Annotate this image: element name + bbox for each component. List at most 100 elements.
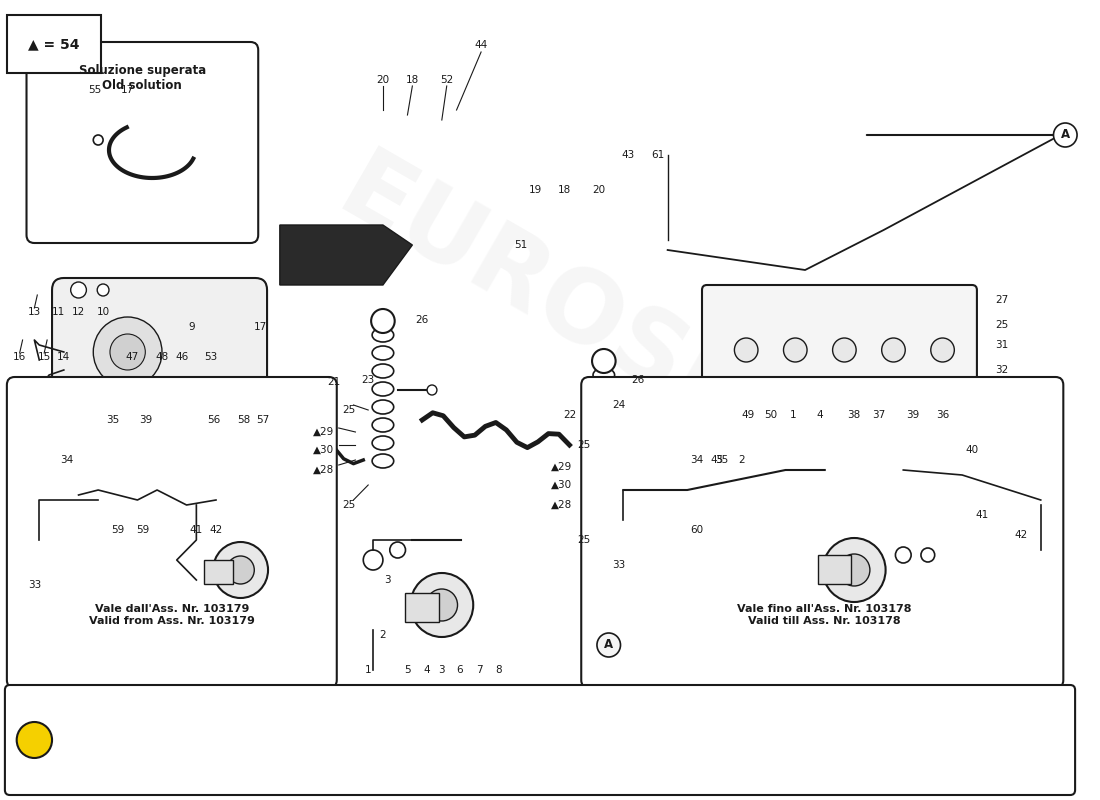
Text: 26: 26 [416, 315, 429, 325]
Text: 18: 18 [406, 75, 419, 85]
Text: A: A [604, 638, 614, 651]
Text: 13: 13 [28, 307, 41, 317]
Text: 33: 33 [612, 560, 625, 570]
Text: 17: 17 [121, 85, 134, 95]
Text: ▲28: ▲28 [314, 465, 334, 475]
Text: 60: 60 [691, 525, 704, 535]
Circle shape [70, 282, 87, 298]
Text: 42: 42 [1014, 530, 1027, 540]
Circle shape [728, 412, 745, 428]
Text: 41: 41 [976, 510, 989, 520]
Text: s: s [716, 456, 757, 504]
Text: 4: 4 [816, 410, 823, 420]
Text: 26: 26 [631, 375, 645, 385]
Text: 42: 42 [209, 525, 222, 535]
Text: 38: 38 [848, 410, 861, 420]
Circle shape [918, 405, 947, 435]
Text: EUROSPARES: EUROSPARES [322, 142, 1013, 598]
Circle shape [846, 412, 862, 428]
Text: 6: 6 [456, 665, 463, 675]
Circle shape [833, 338, 856, 362]
Text: 50: 50 [764, 410, 778, 420]
Text: 47: 47 [125, 352, 140, 362]
Text: 52: 52 [440, 75, 453, 85]
Circle shape [97, 284, 109, 296]
Text: 2: 2 [738, 455, 745, 465]
FancyBboxPatch shape [581, 377, 1064, 688]
Circle shape [879, 405, 909, 435]
Text: 15: 15 [37, 352, 51, 362]
FancyBboxPatch shape [406, 593, 439, 622]
Circle shape [931, 338, 955, 362]
Circle shape [807, 412, 823, 428]
Text: 44: 44 [474, 40, 487, 50]
Text: 25: 25 [342, 405, 355, 415]
Circle shape [213, 542, 268, 598]
Circle shape [426, 589, 458, 621]
Circle shape [768, 412, 783, 428]
Text: 2: 2 [379, 630, 386, 640]
Text: 24: 24 [612, 400, 625, 410]
Text: 10: 10 [97, 307, 110, 317]
Text: 25: 25 [994, 320, 1008, 330]
Text: 1: 1 [790, 410, 796, 420]
Circle shape [597, 633, 620, 657]
Polygon shape [279, 225, 412, 285]
Text: Soluzione superata
Old solution: Soluzione superata Old solution [79, 64, 206, 92]
Circle shape [783, 338, 807, 362]
Circle shape [389, 542, 406, 558]
Text: 18: 18 [558, 185, 571, 195]
Text: 33: 33 [28, 580, 41, 590]
Text: 14: 14 [57, 352, 70, 362]
Text: 3: 3 [385, 575, 392, 585]
Text: 49: 49 [741, 410, 755, 420]
Text: Vale fino all'Ass. Nr. 103178
Valid till Ass. Nr. 103178: Vale fino all'Ass. Nr. 103178 Valid till… [737, 604, 912, 626]
Circle shape [110, 334, 145, 370]
Text: 59: 59 [111, 525, 124, 535]
Circle shape [925, 412, 940, 428]
Circle shape [838, 554, 870, 586]
Text: 19: 19 [528, 185, 541, 195]
Text: ▲30: ▲30 [314, 445, 334, 455]
Text: 12: 12 [72, 307, 85, 317]
Circle shape [895, 547, 911, 563]
Text: 59: 59 [135, 525, 149, 535]
FancyBboxPatch shape [4, 685, 1075, 795]
FancyBboxPatch shape [205, 560, 233, 584]
Circle shape [823, 538, 886, 602]
Circle shape [839, 405, 869, 435]
Text: 20: 20 [376, 75, 389, 85]
Text: 8: 8 [495, 665, 502, 675]
Text: 34: 34 [60, 455, 74, 465]
Circle shape [592, 349, 616, 373]
Text: 51: 51 [514, 240, 527, 250]
Text: 22: 22 [563, 410, 576, 420]
Text: 36: 36 [936, 410, 949, 420]
Circle shape [16, 722, 52, 758]
Text: 17: 17 [254, 322, 267, 332]
FancyBboxPatch shape [818, 555, 851, 584]
Text: Vale dall'Ass. Nr. 103179
Valid from Ass. Nr. 103179: Vale dall'Ass. Nr. 103179 Valid from Ass… [89, 604, 255, 626]
Text: 25: 25 [578, 535, 591, 545]
Text: 5: 5 [404, 665, 410, 675]
Text: 40: 40 [966, 445, 979, 455]
Text: 25: 25 [578, 440, 591, 450]
Text: 43: 43 [621, 150, 635, 160]
Text: ▲29: ▲29 [551, 462, 572, 472]
Text: 7: 7 [476, 665, 483, 675]
Text: 25: 25 [342, 500, 355, 510]
Circle shape [227, 556, 254, 584]
Text: 56: 56 [208, 415, 221, 425]
Text: 35: 35 [715, 455, 728, 465]
Circle shape [722, 405, 751, 435]
Text: 34: 34 [691, 455, 704, 465]
Circle shape [882, 338, 905, 362]
Circle shape [1054, 123, 1077, 147]
Text: 4: 4 [424, 665, 430, 675]
Text: 27: 27 [994, 295, 1008, 305]
Text: 55: 55 [89, 85, 102, 95]
Text: 21: 21 [327, 377, 340, 387]
Text: 9: 9 [188, 322, 195, 332]
Circle shape [363, 550, 383, 570]
Text: Vetture non interessate dalla modifica / Vehicles not involved in the modificati: Vetture non interessate dalla modifica /… [84, 705, 584, 715]
